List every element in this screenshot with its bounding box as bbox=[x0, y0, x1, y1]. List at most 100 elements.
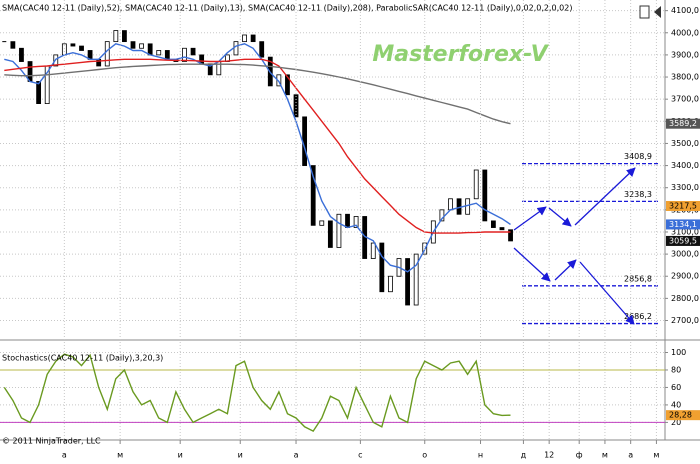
arrow bbox=[574, 167, 636, 226]
price-marker-label: 3059,5 bbox=[669, 236, 697, 245]
y-tick-label: 3100,0 bbox=[671, 227, 699, 236]
candle bbox=[104, 41, 110, 67]
arrow bbox=[548, 207, 572, 227]
candle bbox=[473, 169, 479, 200]
candle bbox=[448, 198, 453, 211]
candle bbox=[147, 43, 153, 56]
candle bbox=[10, 41, 16, 49]
level-label: 3408,9 bbox=[624, 152, 652, 161]
collapse-icon[interactable] bbox=[654, 6, 661, 18]
price-marker-label: 3217,5 bbox=[669, 201, 697, 210]
arrow bbox=[513, 206, 547, 231]
price-marker bbox=[666, 235, 700, 246]
arrow bbox=[554, 259, 577, 281]
arrow bbox=[579, 261, 635, 325]
candle bbox=[19, 47, 24, 62]
candle bbox=[156, 50, 162, 56]
candle bbox=[499, 227, 505, 231]
candle bbox=[388, 275, 393, 293]
watermark: Masterforex-V bbox=[372, 42, 549, 67]
y-tick-label: 4000,0 bbox=[671, 28, 699, 37]
candle bbox=[242, 34, 247, 43]
candle bbox=[439, 209, 445, 222]
candle bbox=[490, 220, 496, 228]
price-marker bbox=[666, 118, 700, 129]
candle bbox=[130, 41, 136, 49]
candle bbox=[250, 34, 256, 43]
candle bbox=[182, 47, 187, 62]
y-tick-label: 60 bbox=[671, 383, 681, 392]
candle bbox=[465, 198, 471, 215]
y-tick-label: 80 bbox=[671, 365, 681, 374]
candle bbox=[327, 220, 333, 248]
y-tick-label: 4100,0 bbox=[671, 6, 699, 15]
price-marker-label: 3134,1 bbox=[669, 220, 697, 229]
series-line bbox=[4, 58, 511, 234]
x-tick-label: а bbox=[294, 451, 299, 460]
candle bbox=[310, 165, 316, 226]
candle bbox=[190, 47, 196, 56]
candle bbox=[139, 43, 144, 49]
x-tick-label: ф bbox=[576, 451, 583, 460]
candle bbox=[259, 41, 265, 58]
x-tick-label: н bbox=[478, 451, 483, 460]
candle bbox=[336, 213, 342, 248]
y-tick-label: 3300,0 bbox=[671, 183, 699, 192]
candle bbox=[113, 30, 119, 43]
candle bbox=[405, 258, 410, 306]
candle bbox=[345, 213, 350, 228]
candle bbox=[319, 220, 325, 226]
y-tick-label: 2700,0 bbox=[671, 316, 699, 325]
x-tick-label: м bbox=[653, 451, 659, 460]
x-tick-label: 12 bbox=[544, 451, 554, 460]
arrows bbox=[513, 167, 636, 325]
x-tick-label: с bbox=[358, 451, 362, 460]
candle bbox=[370, 242, 376, 259]
y-tick-label: 20 bbox=[671, 418, 681, 427]
candle bbox=[413, 253, 419, 306]
copyright: © 2011 NinjaTrader, LLC bbox=[2, 437, 101, 446]
candle bbox=[233, 41, 239, 56]
candle bbox=[70, 43, 76, 47]
y-tick-label: 3700,0 bbox=[671, 95, 699, 104]
candle bbox=[302, 116, 308, 166]
level-label: 2856,8 bbox=[624, 274, 652, 283]
pin-icon[interactable] bbox=[639, 5, 650, 19]
y-tick-label: 3500,0 bbox=[671, 139, 699, 148]
x-tick-label: и bbox=[238, 451, 243, 460]
candle bbox=[482, 169, 488, 222]
arrow bbox=[513, 247, 551, 282]
y-tick-label: 100 bbox=[671, 348, 686, 357]
chart-title: SMA(CAC40 12-11 (Daily),52), SMA(CAC40 1… bbox=[2, 4, 572, 13]
price-marker-label: 3589,2 bbox=[669, 119, 697, 128]
price-marker-label: 28,28 bbox=[669, 411, 692, 420]
price-marker bbox=[666, 410, 700, 421]
candle bbox=[379, 242, 385, 293]
candle bbox=[353, 216, 359, 228]
candle bbox=[285, 74, 290, 96]
candle bbox=[27, 61, 33, 82]
x-tick-label: м bbox=[117, 451, 123, 460]
x-tick-label: а bbox=[62, 451, 67, 460]
y-tick-label: 3400,0 bbox=[671, 161, 699, 170]
level-label: 2686,2 bbox=[624, 312, 652, 321]
x-tick-label: а bbox=[628, 451, 633, 460]
series-line bbox=[3, 353, 511, 433]
x-tick-label: о bbox=[422, 451, 427, 460]
y-tick-label: 3800,0 bbox=[671, 73, 699, 82]
y-tick-label: 3000,0 bbox=[671, 250, 699, 259]
candle bbox=[508, 229, 513, 242]
series-line bbox=[4, 43, 511, 273]
x-tick-label: д bbox=[521, 451, 527, 460]
candle bbox=[36, 81, 42, 105]
y-tick-label: 2800,0 bbox=[671, 294, 699, 303]
series-line bbox=[4, 63, 511, 125]
panel-title: Stochastics(CAC40 12-11 (Daily),3,20,3) bbox=[2, 354, 163, 363]
y-tick-label: 40 bbox=[671, 400, 681, 409]
price-marker bbox=[666, 219, 700, 230]
candle bbox=[164, 50, 170, 60]
level-label: 3238,3 bbox=[624, 190, 652, 199]
